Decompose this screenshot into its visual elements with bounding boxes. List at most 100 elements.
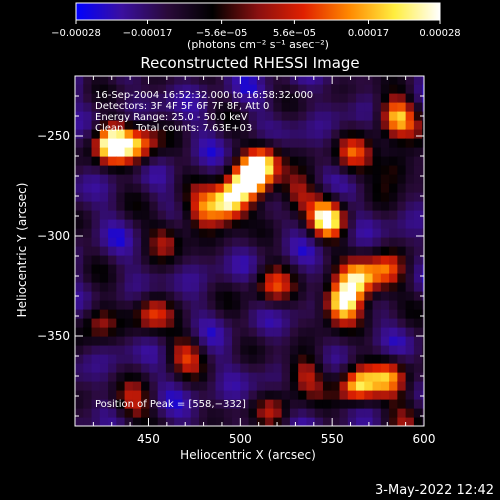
heatmap-cell bbox=[322, 165, 332, 175]
heatmap-cell bbox=[240, 282, 250, 292]
heatmap-cell bbox=[314, 282, 324, 292]
heatmap-cell bbox=[83, 76, 93, 85]
heatmap-cell bbox=[413, 120, 423, 130]
heatmap-cell bbox=[356, 291, 365, 301]
heatmap-cell bbox=[281, 300, 291, 310]
heatmap-cell bbox=[132, 408, 142, 418]
heatmap-cell bbox=[281, 282, 291, 292]
heatmap-cell bbox=[207, 237, 217, 247]
heatmap-cell bbox=[248, 165, 258, 175]
heatmap-cell bbox=[306, 228, 316, 238]
heatmap-cell bbox=[132, 291, 142, 301]
heatmap-cell bbox=[190, 381, 200, 391]
heatmap-cell bbox=[339, 210, 349, 220]
heatmap-cell bbox=[141, 399, 150, 409]
heatmap-cell bbox=[356, 138, 365, 148]
heatmap-cell bbox=[364, 111, 374, 121]
heatmap-cell bbox=[289, 246, 299, 256]
heatmap-cell bbox=[289, 318, 299, 328]
heatmap-cell bbox=[124, 111, 134, 121]
heatmap-cell bbox=[157, 111, 167, 121]
heatmap-cell bbox=[289, 111, 299, 121]
heatmap-cell bbox=[397, 273, 407, 283]
heatmap-cell bbox=[240, 255, 250, 265]
heatmap-cell bbox=[149, 147, 159, 157]
heatmap-cell bbox=[157, 138, 167, 148]
heatmap-cell bbox=[397, 399, 407, 409]
heatmap-cell bbox=[91, 300, 101, 310]
heatmap-cell bbox=[141, 120, 150, 130]
heatmap-cell bbox=[356, 129, 365, 139]
heatmap-cell bbox=[116, 372, 126, 382]
heatmap-cell bbox=[372, 327, 382, 337]
heatmap-cell bbox=[306, 408, 316, 418]
heatmap-cell bbox=[380, 111, 390, 121]
heatmap-cell bbox=[422, 255, 424, 265]
heatmap-cell bbox=[380, 336, 390, 346]
heatmap-cell bbox=[413, 399, 423, 409]
heatmap-cell bbox=[281, 336, 291, 346]
heatmap-cell bbox=[380, 408, 390, 418]
heatmap-cell bbox=[322, 246, 332, 256]
heatmap-cell bbox=[322, 93, 332, 103]
heatmap-cell bbox=[389, 390, 398, 400]
heatmap-cell bbox=[83, 192, 93, 202]
heatmap-cell bbox=[273, 336, 283, 346]
heatmap-cell bbox=[149, 417, 159, 426]
heatmap-cell bbox=[198, 210, 208, 220]
heatmap-cell bbox=[91, 264, 101, 274]
chart-title: Reconstructed RHESSI Image bbox=[140, 54, 359, 72]
heatmap-cell bbox=[141, 255, 150, 265]
heatmap-cell bbox=[314, 327, 324, 337]
heatmap-cell bbox=[289, 264, 299, 274]
heatmap-cell bbox=[356, 417, 365, 426]
heatmap-cell bbox=[380, 201, 390, 211]
heatmap-cell bbox=[389, 237, 398, 247]
heatmap-cell bbox=[91, 399, 101, 409]
heatmap-cell bbox=[356, 336, 365, 346]
heatmap-cell bbox=[149, 111, 159, 121]
heatmap-cell bbox=[83, 309, 93, 319]
heatmap-cell bbox=[83, 345, 93, 355]
heatmap-cell bbox=[182, 84, 192, 94]
heatmap-cell bbox=[289, 363, 299, 373]
heatmap-cell bbox=[322, 183, 332, 193]
heatmap-cell bbox=[116, 300, 126, 310]
heatmap-cell bbox=[331, 174, 341, 184]
heatmap-cell bbox=[165, 93, 175, 103]
heatmap-cell bbox=[413, 291, 423, 301]
heatmap-cell bbox=[380, 174, 390, 184]
heatmap-cell bbox=[91, 138, 101, 148]
heatmap-cell bbox=[347, 300, 357, 310]
heatmap-cell bbox=[240, 201, 250, 211]
heatmap-cell bbox=[380, 417, 390, 426]
heatmap-cell bbox=[165, 363, 175, 373]
heatmap-cell bbox=[223, 255, 233, 265]
heatmap-cell bbox=[306, 237, 316, 247]
heatmap-cell bbox=[364, 84, 374, 94]
heatmap-cell bbox=[182, 264, 192, 274]
heatmap-cell bbox=[256, 372, 266, 382]
heatmap-cell bbox=[347, 345, 357, 355]
heatmap-cell bbox=[364, 138, 374, 148]
heatmap-cell bbox=[397, 84, 407, 94]
heatmap-cell bbox=[190, 210, 200, 220]
heatmap-cell bbox=[83, 408, 93, 418]
heatmap-cell bbox=[132, 76, 142, 85]
heatmap-cell bbox=[91, 93, 101, 103]
heatmap-cell bbox=[232, 399, 241, 409]
heatmap-cell bbox=[372, 102, 382, 112]
heatmap-cell bbox=[265, 282, 274, 292]
heatmap-cell bbox=[157, 390, 167, 400]
heatmap-cell bbox=[124, 399, 134, 409]
y-tick-label: −300 bbox=[37, 229, 70, 243]
heatmap-cell bbox=[397, 165, 407, 175]
heatmap-cell bbox=[124, 300, 134, 310]
heatmap-cell bbox=[182, 336, 192, 346]
heatmap-cell bbox=[347, 165, 357, 175]
heatmap-cell bbox=[347, 129, 357, 139]
heatmap-cell bbox=[108, 120, 117, 130]
heatmap-cell bbox=[124, 255, 134, 265]
heatmap-cell bbox=[248, 84, 258, 94]
heatmap-cell bbox=[165, 399, 175, 409]
